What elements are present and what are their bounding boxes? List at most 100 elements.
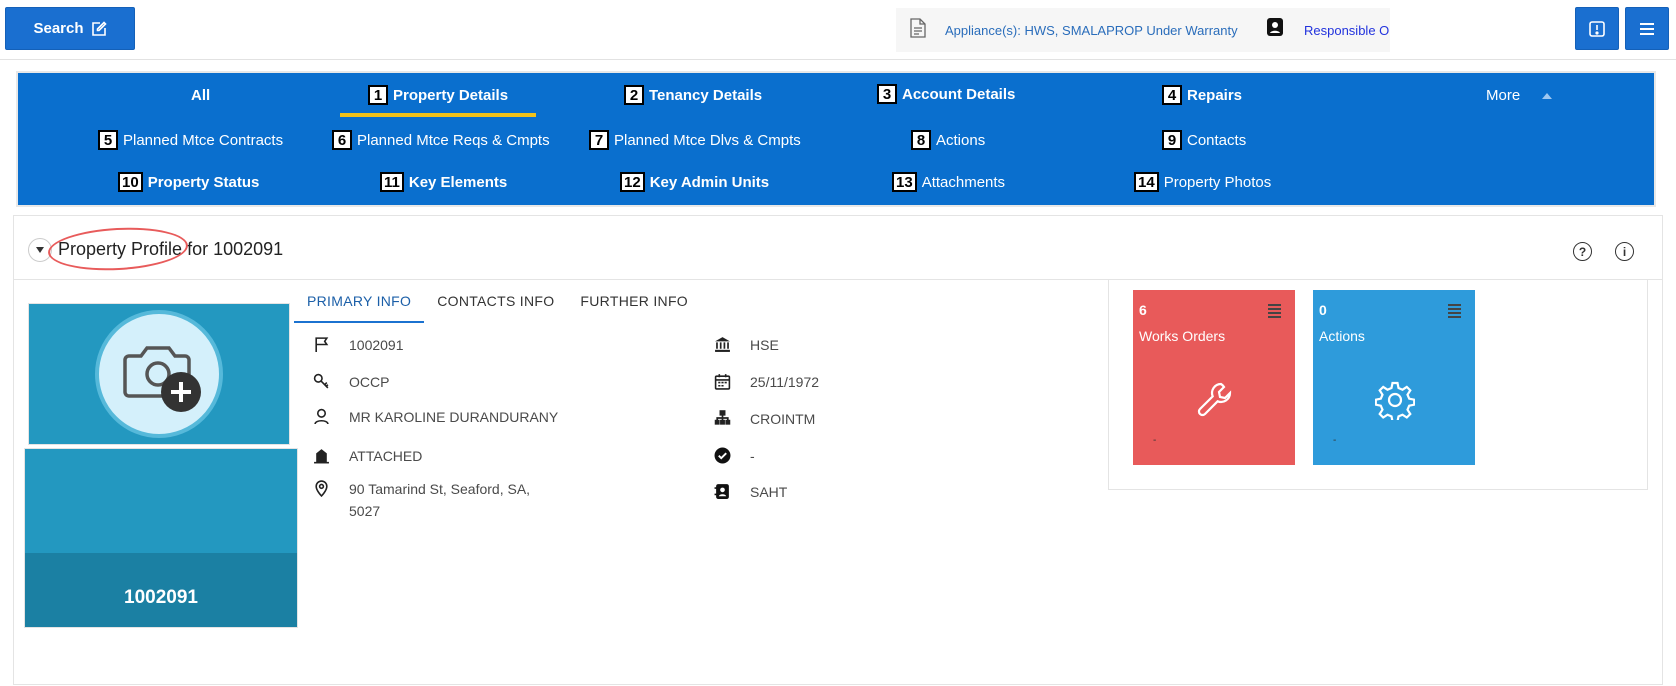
field-occupancy: OCCP (311, 371, 389, 393)
contact-card-icon (712, 481, 732, 501)
tab-label: Property Photos (1163, 173, 1272, 191)
tab-all[interactable]: All (191, 87, 210, 104)
tab-key-elements[interactable]: 11 Key Elements (380, 172, 507, 192)
tab-label: Key Admin Units (649, 173, 770, 191)
person-icon (311, 406, 331, 426)
tab-property-photos[interactable]: 14 Property Photos (1134, 172, 1271, 192)
document-icon (910, 18, 926, 38)
tab-number: 11 (380, 172, 404, 192)
tab-number: 6 (332, 130, 352, 150)
tab-label: Actions (936, 131, 986, 149)
alert-icon (1589, 20, 1605, 37)
tab-label: Account Details (902, 85, 1016, 103)
field-property-id: 1002091 (311, 334, 404, 356)
actions-label: Actions (1319, 328, 1365, 344)
flag-icon (311, 334, 331, 354)
caret-up-icon (1542, 92, 1553, 99)
collapse-toggle[interactable] (28, 238, 52, 262)
title-main: Property Profile (58, 239, 183, 259)
field-tenant: MR KAROLINE DURANDURANY (311, 406, 558, 428)
tab-planned-mtce-contracts[interactable]: 5 Planned Mtce Contracts (98, 130, 283, 150)
tab-attachments[interactable]: 13 Attachments (892, 172, 1005, 192)
tab-label: Planned Mtce Dlvs & Cmpts (614, 131, 801, 149)
tab-number: 8 (911, 130, 931, 150)
tab-further-info[interactable]: FURTHER INFO (580, 293, 688, 309)
search-button-label: Search (33, 20, 84, 37)
tab-number: 9 (1162, 130, 1182, 150)
field-status: - (712, 445, 755, 467)
wrench-icon (1197, 382, 1232, 417)
tab-number: 4 (1162, 85, 1182, 105)
tab-planned-mtce-reqs[interactable]: 6 Planned Mtce Reqs & Cmpts (332, 130, 550, 150)
summary-widgets: 6 Works Orders - 0 Actions - (1108, 280, 1648, 490)
check-circle-icon (712, 445, 732, 465)
appliances-link[interactable]: Appliance(s): HWS, SMALAPROP Under Warra… (945, 23, 1238, 38)
actions-widget[interactable]: 0 Actions - (1313, 290, 1475, 465)
page-title: Property Profile for 1002091 (58, 239, 283, 260)
tab-label: Planned Mtce Reqs & Cmpts (357, 131, 550, 149)
building-icon (311, 445, 331, 465)
top-bar: Search Appliance(s): HWS, SMALAPROP Unde… (0, 0, 1676, 60)
tab-tenancy-details[interactable]: 2 Tenancy Details (624, 85, 762, 105)
tab-label: Tenancy Details (649, 86, 763, 104)
tab-number: 7 (589, 130, 609, 150)
field-date: 25/11/1972 (712, 371, 819, 393)
tab-actions[interactable]: 8 Actions (911, 130, 985, 150)
photo-caption: 1002091 (25, 553, 297, 627)
tab-navigation: All 1 Property Details 2 Tenancy Details… (16, 71, 1656, 207)
address-text: 90 Tamarind St, Seaford, SA, 5027 (349, 481, 531, 519)
tab-property-details[interactable]: 1 Property Details (339, 85, 537, 117)
title-suffix: for 1002091 (182, 239, 284, 259)
works-orders-widget[interactable]: 6 Works Orders - (1133, 290, 1295, 465)
annotation-circle (46, 224, 190, 274)
camera-add-icon (123, 346, 201, 412)
subtab-bar: PRIMARY INFO CONTACTS INFO FURTHER INFO (294, 288, 701, 323)
tab-number: 12 (620, 172, 645, 192)
info-icon[interactable]: i (1615, 242, 1634, 261)
tab-key-admin-units[interactable]: 12 Key Admin Units (620, 172, 769, 192)
id-badge-icon (1267, 18, 1283, 36)
add-photo-button[interactable] (95, 310, 223, 438)
tab-number: 13 (892, 172, 917, 192)
responsible-officer-link[interactable]: Responsible O (1304, 23, 1390, 38)
tab-label: Property Details (393, 86, 509, 104)
alert-button[interactable] (1575, 7, 1619, 50)
works-orders-count: 6 (1139, 302, 1147, 318)
tab-label: Attachments (921, 173, 1006, 191)
tab-number: 14 (1134, 172, 1159, 192)
tab-label: Property Status (147, 173, 260, 191)
tab-primary-info[interactable]: PRIMARY INFO (294, 288, 425, 323)
help-icon[interactable]: ? (1573, 242, 1592, 261)
tab-more-label: More (1486, 87, 1521, 104)
tab-number: 2 (624, 85, 644, 105)
tab-label: Planned Mtce Contracts (123, 131, 284, 149)
tab-contacts-info[interactable]: CONTACTS INFO (437, 293, 555, 309)
photo-upload-area (28, 303, 290, 445)
tab-all-label: All (191, 87, 211, 104)
tab-number: 10 (118, 172, 143, 192)
tab-label: Repairs (1187, 86, 1243, 104)
tab-number: 3 (877, 84, 897, 104)
field-contact: SAHT (712, 481, 787, 503)
info-strip: Appliance(s): HWS, SMALAPROP Under Warra… (896, 8, 1390, 52)
tab-more[interactable]: More (1486, 87, 1553, 104)
hamburger-icon (1640, 22, 1654, 35)
tab-number: 5 (98, 130, 118, 150)
tab-planned-mtce-dlvs[interactable]: 7 Planned Mtce Dlvs & Cmpts (589, 130, 801, 150)
field-owner: HSE (712, 334, 779, 356)
tab-property-status[interactable]: 10 Property Status (118, 172, 259, 192)
field-property-type: ATTACHED (311, 445, 422, 467)
tab-account-details[interactable]: 3 Account Details (877, 84, 1015, 104)
caret-down-icon (36, 247, 44, 253)
property-photo: 1002091 (24, 448, 298, 628)
actions-count: 0 (1319, 302, 1327, 318)
widget-menu-icon[interactable] (1448, 304, 1461, 320)
search-button[interactable]: Search (5, 7, 135, 50)
field-address: 90 Tamarind St, Seaford, SA, 5027 (311, 478, 530, 522)
tab-repairs[interactable]: 4 Repairs (1162, 85, 1242, 105)
tab-label: Contacts (1187, 131, 1247, 149)
tab-contacts[interactable]: 9 Contacts (1162, 130, 1246, 150)
widget-menu-icon[interactable] (1268, 304, 1281, 320)
menu-button[interactable] (1625, 7, 1669, 50)
gear-icon (1375, 381, 1415, 420)
